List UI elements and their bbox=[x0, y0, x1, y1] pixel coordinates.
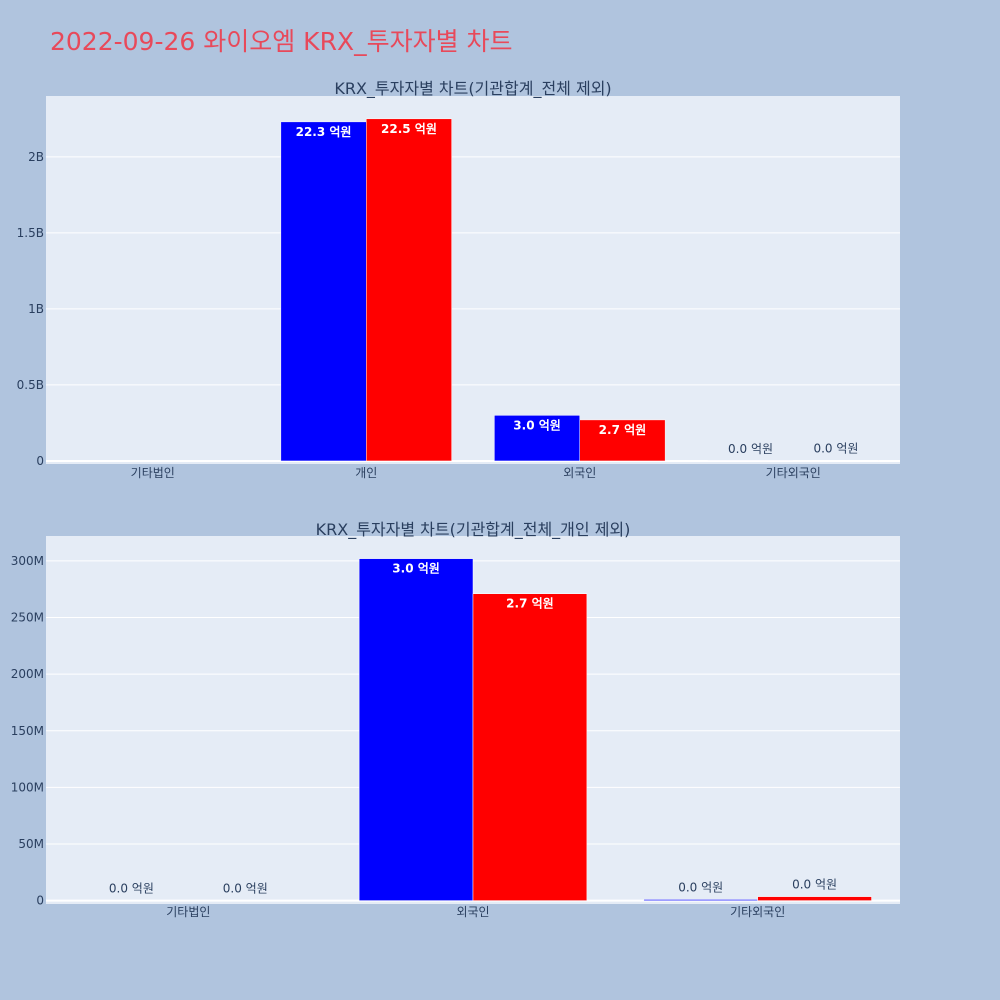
x-tick-label: 외국인 bbox=[563, 466, 596, 480]
y-tick-label: 1B bbox=[28, 302, 44, 316]
plot-area bbox=[46, 96, 900, 464]
bar bbox=[494, 415, 581, 462]
y-tick-label: 150M bbox=[11, 724, 44, 738]
bar-value-label: 0.0 억원 bbox=[109, 882, 154, 896]
chart-subtitle: KRX_투자자별 차트(기관합계_전체_개인 제외) bbox=[316, 520, 631, 540]
y-tick-label: 100M bbox=[11, 780, 44, 794]
chart-subtitle: KRX_투자자별 차트(기관합계_전체 제외) bbox=[334, 79, 611, 99]
y-tick-label: 1.5B bbox=[17, 226, 44, 240]
bar-value-label: 0.0 억원 bbox=[792, 878, 837, 892]
bar bbox=[472, 593, 588, 901]
x-tick-label: 기타법인 bbox=[131, 466, 175, 480]
y-tick-label: 0.5B bbox=[17, 378, 44, 392]
bar-value-label: 22.3 억원 bbox=[296, 125, 352, 139]
bar bbox=[757, 896, 872, 901]
bar bbox=[579, 419, 666, 462]
bar bbox=[643, 899, 758, 901]
chart-top: 0 0.5B 1B 1.5B 2B KRX_투자자별 차트(기관합계_전체 제외) 기타법인… bbox=[17, 79, 900, 480]
bar bbox=[280, 121, 367, 462]
page-title: 2022-09-26 와이오엠 KRX_투자자별 차트 bbox=[50, 27, 513, 56]
x-tick-label: 외국인 bbox=[456, 905, 489, 919]
bar bbox=[366, 118, 452, 462]
bar-value-label: 22.5 억원 bbox=[381, 122, 437, 136]
y-tick-label: 0 bbox=[36, 454, 44, 468]
y-tick-label: 50M bbox=[18, 837, 44, 851]
y-tick-label: 2B bbox=[28, 150, 44, 164]
x-tick-label: 개인 bbox=[355, 466, 377, 480]
bar-value-label: 3.0 억원 bbox=[513, 418, 561, 432]
bar-value-label: 0.0 억원 bbox=[678, 880, 723, 894]
bar-value-label: 0.0 억원 bbox=[813, 442, 858, 456]
y-tick-label: 0 bbox=[36, 894, 44, 908]
bar-value-label: 0.0 억원 bbox=[728, 442, 773, 456]
bar bbox=[358, 558, 474, 901]
bar-value-label: 2.7 억원 bbox=[506, 597, 554, 611]
x-tick-label: 기타외국인 bbox=[766, 466, 821, 480]
y-tick-label: 250M bbox=[11, 611, 44, 625]
x-tick-label: 기타법인 bbox=[166, 905, 210, 919]
x-tick-label: 기타외국인 bbox=[730, 905, 785, 919]
y-tick-label: 300M bbox=[11, 554, 44, 568]
bar-value-label: 2.7 억원 bbox=[599, 423, 647, 437]
y-tick-label: 200M bbox=[11, 667, 44, 681]
bar-value-label: 0.0 억원 bbox=[223, 882, 268, 896]
bar-value-label: 3.0 억원 bbox=[392, 562, 440, 576]
